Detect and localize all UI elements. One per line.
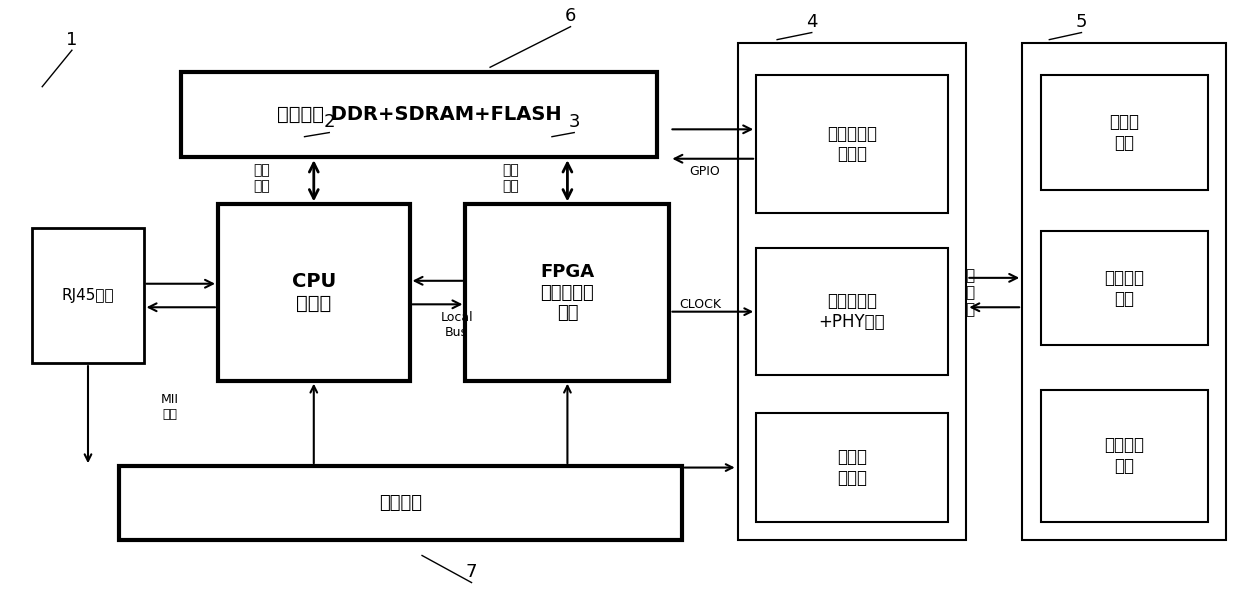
Bar: [756, 413, 947, 522]
Text: 三态
总线: 三态 总线: [502, 163, 520, 193]
Bar: [738, 43, 966, 540]
Text: 通用信号转
换芯片: 通用信号转 换芯片: [827, 125, 877, 164]
Text: 5: 5: [1076, 13, 1087, 31]
Text: 接口转换
模块: 接口转换 模块: [1104, 436, 1145, 475]
Text: MII
接口: MII 接口: [161, 393, 179, 421]
Bar: [756, 75, 947, 213]
Text: RJ45接口: RJ45接口: [62, 288, 114, 303]
Text: 电
信
号: 电 信 号: [966, 268, 975, 317]
Text: 1: 1: [66, 31, 78, 48]
Text: GPIO: GPIO: [688, 165, 719, 178]
Text: 6: 6: [565, 7, 577, 25]
Text: 2: 2: [324, 113, 335, 131]
Text: 信号转
换模块: 信号转 换模块: [837, 448, 867, 487]
Text: CPU
处理器: CPU 处理器: [291, 272, 336, 313]
Bar: [218, 204, 409, 381]
Text: Local
Bus: Local Bus: [440, 311, 472, 339]
Bar: [1022, 43, 1226, 540]
Text: 标准连
接器: 标准连 接器: [1109, 113, 1140, 152]
Bar: [181, 72, 657, 157]
Text: 三态
总线: 三态 总线: [253, 163, 269, 193]
Text: 可配置芯片
+PHY芯片: 可配置芯片 +PHY芯片: [818, 293, 885, 331]
Bar: [32, 228, 144, 363]
Text: 3: 3: [568, 113, 580, 131]
Bar: [1040, 75, 1208, 190]
Text: CLOCK: CLOCK: [680, 298, 722, 311]
Text: 存储模块 DDR+SDRAM+FLASH: 存储模块 DDR+SDRAM+FLASH: [277, 105, 562, 124]
Bar: [756, 248, 947, 375]
Text: FPGA
可编程配置
器件: FPGA 可编程配置 器件: [541, 263, 594, 322]
Text: 4: 4: [806, 13, 817, 31]
Bar: [119, 466, 682, 540]
Bar: [465, 204, 670, 381]
Text: 7: 7: [466, 563, 477, 581]
Text: 自定义连
接器: 自定义连 接器: [1104, 269, 1145, 307]
Bar: [1040, 389, 1208, 522]
Bar: [1040, 231, 1208, 346]
Text: 电源模块: 电源模块: [379, 494, 422, 512]
